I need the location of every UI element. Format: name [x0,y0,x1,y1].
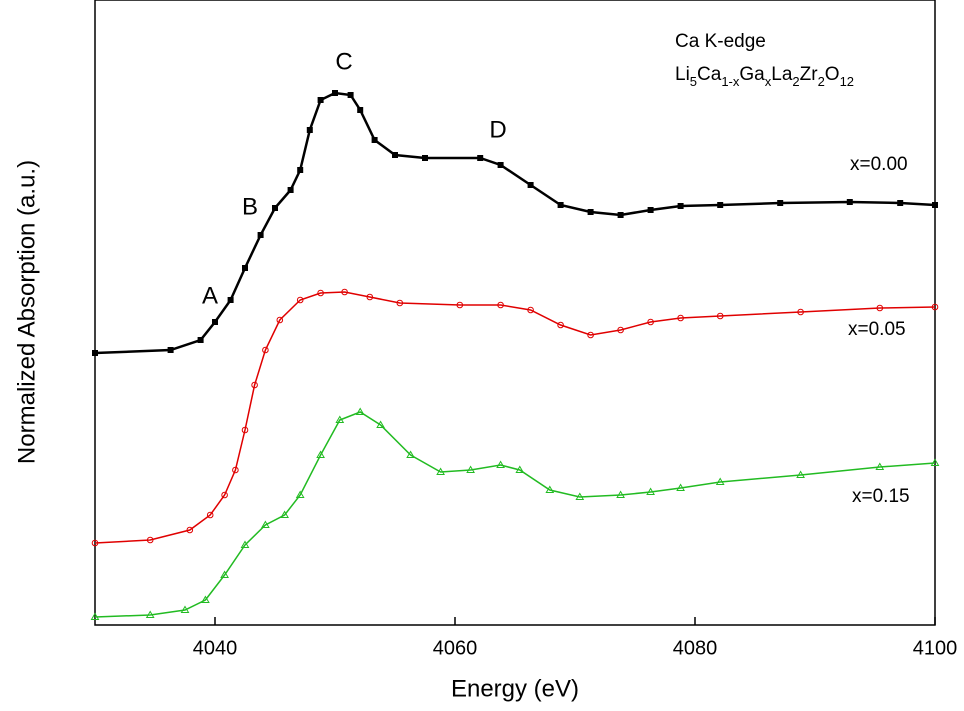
x-tick-label: 4080 [673,637,718,659]
chart-title: Ca K-edge [675,31,766,52]
series-label: x=0.15 [852,486,910,507]
series-line [95,93,935,353]
annotation: A [202,282,218,309]
formula-subscript: 2 [792,74,799,89]
formula-subscript: 5 [690,74,697,89]
data-point [198,338,203,343]
data-point [168,348,173,353]
data-point [648,208,653,213]
x-tick-label: 4060 [433,637,478,659]
data-point [333,91,338,96]
data-point [288,188,293,193]
formula-part: Ga [739,64,765,85]
data-point [558,203,563,208]
data-point [588,210,593,215]
formula-subscript: 2 [818,74,825,89]
data-point [678,204,683,209]
data-point [528,183,533,188]
series-line [95,292,935,543]
data-point [213,320,218,325]
formula: Li5Ca1-xGaxLa2Zr2O12 [675,64,854,89]
data-point [307,128,312,133]
x-tick-label: 4100 [913,637,958,659]
data-point [258,233,263,238]
annotation: C [335,48,352,75]
data-point [498,163,503,168]
data-point [372,138,377,143]
data-point [243,266,248,271]
data-point [93,351,98,356]
formula-subscript: 1-x [721,74,740,89]
data-point [423,156,428,161]
series-line [95,412,935,617]
formula-part: La [771,64,793,85]
x-axis-title: Energy (eV) [451,675,579,702]
formula-part: Ca [697,64,722,85]
data-point [358,108,363,113]
data-point [318,98,323,103]
data-point [898,201,903,206]
data-point [478,156,483,161]
formula-part: O [825,64,840,85]
y-axis-title: Normalized Absorption (a.u.) [13,160,40,464]
data-point [273,206,278,211]
formula-part: Zr [800,64,819,85]
data-point [298,168,303,173]
data-point [228,298,233,303]
x-tick-label: 4040 [193,637,238,659]
data-point [348,93,353,98]
data-point [618,213,623,218]
data-point [393,153,398,158]
page: {"chart_data": { "type": "line", "title"… [0,0,964,711]
series-label: x=0.05 [848,319,906,340]
annotation: D [489,116,506,143]
annotation: B [242,193,258,220]
data-point [933,203,938,208]
data-point [847,200,852,205]
chart: Energy (eV) Normalized Absorption (a.u.)… [0,0,964,711]
data-point [718,203,723,208]
data-point [778,201,783,206]
formula-subscript: 12 [840,74,854,89]
formula-part: Li [675,64,690,85]
series-label: x=0.00 [850,154,908,175]
